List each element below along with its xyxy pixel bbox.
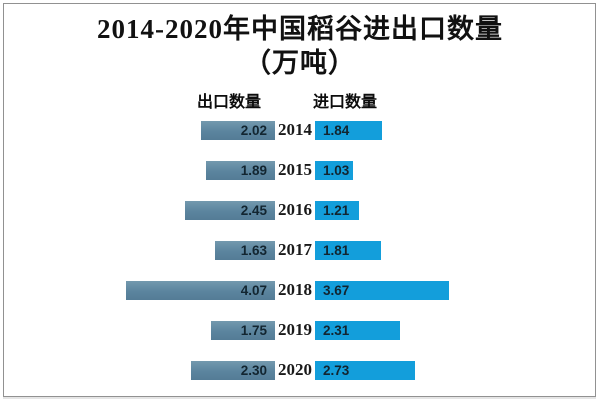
- export-value-label: 2.45: [240, 202, 267, 218]
- chart-row-2018: 4.07 2018 3.67: [0, 270, 600, 310]
- import-bar: 1.84: [315, 120, 382, 140]
- export-bar: 2.02: [201, 120, 275, 140]
- year-label: 2014: [278, 120, 312, 139]
- import-value-label: 1.21: [323, 202, 350, 218]
- chart-row-2020: 2.30 2020 2.73: [0, 350, 600, 390]
- import-bar: 1.81: [315, 240, 381, 260]
- import-value-label: 2.73: [323, 362, 350, 378]
- export-value-label: 1.63: [240, 242, 267, 258]
- export-bar-zone: 2.45: [0, 200, 275, 220]
- year-label: 2020: [278, 360, 312, 379]
- export-bar: 2.30: [191, 360, 275, 380]
- chart-title-line2: （万吨）: [244, 48, 356, 78]
- import-bar: 1.03: [315, 160, 353, 180]
- export-value-label: 2.30: [240, 362, 267, 378]
- import-value-label: 2.31: [323, 322, 350, 338]
- export-bar-zone: 2.30: [0, 360, 275, 380]
- export-bar-zone: 1.75: [0, 320, 275, 340]
- chart-title: 2014-2020年中国稻谷进出口数量 （万吨）: [0, 12, 600, 80]
- export-bar: 1.75: [211, 320, 275, 340]
- chart-row-2016: 2.45 2016 1.21: [0, 190, 600, 230]
- export-bar: 2.45: [185, 200, 275, 220]
- export-bar-zone: 1.63: [0, 240, 275, 260]
- import-value-label: 1.84: [323, 122, 350, 138]
- export-bar: 4.07: [126, 280, 275, 300]
- year-label: 2015: [278, 160, 312, 179]
- import-bar-zone: 3.67: [315, 280, 600, 300]
- import-bar-zone: 2.73: [315, 360, 600, 380]
- chart-row-2014: 2.02 2014 1.84: [0, 110, 600, 150]
- import-value-label: 3.67: [323, 282, 350, 298]
- year-label: 2017: [278, 240, 312, 259]
- import-bar-zone: 1.03: [315, 160, 600, 180]
- import-bar-zone: 1.21: [315, 200, 600, 220]
- export-bar: 1.89: [206, 160, 275, 180]
- import-bar: 1.21: [315, 200, 359, 220]
- export-value-label: 4.07: [240, 282, 267, 298]
- import-bar: 3.67: [315, 280, 449, 300]
- chart-legend: 出口数量 进口数量: [0, 88, 600, 111]
- export-value-label: 1.75: [240, 322, 267, 338]
- export-bar-zone: 2.02: [0, 120, 275, 140]
- legend-export-label: 出口数量: [197, 94, 262, 111]
- chart-row-2019: 1.75 2019 2.31: [0, 310, 600, 350]
- import-value-label: 1.81: [323, 242, 350, 258]
- year-label: 2019: [278, 320, 312, 339]
- chart-row-2017: 1.63 2017 1.81: [0, 230, 600, 270]
- import-bar: 2.31: [315, 320, 400, 340]
- import-bar: 2.73: [315, 360, 415, 380]
- export-bar-zone: 1.89: [0, 160, 275, 180]
- import-bar-zone: 1.84: [315, 120, 600, 140]
- legend-import-label: 进口数量: [313, 94, 378, 111]
- import-value-label: 1.03: [323, 162, 350, 178]
- chart-title-line1: 2014-2020年中国稻谷进出口数量: [97, 14, 503, 44]
- year-label: 2016: [278, 200, 312, 219]
- export-bar-zone: 4.07: [0, 280, 275, 300]
- chart-plot-area: 2.02 2014 1.84 1.89 2015 1.03 2.45 2016 1.21 1.63…: [0, 110, 600, 390]
- export-bar: 1.63: [215, 240, 275, 260]
- export-value-label: 2.02: [240, 122, 267, 138]
- chart-row-2015: 1.89 2015 1.03: [0, 150, 600, 190]
- import-bar-zone: 2.31: [315, 320, 600, 340]
- export-value-label: 1.89: [240, 162, 267, 178]
- import-bar-zone: 1.81: [315, 240, 600, 260]
- year-label: 2018: [278, 280, 312, 299]
